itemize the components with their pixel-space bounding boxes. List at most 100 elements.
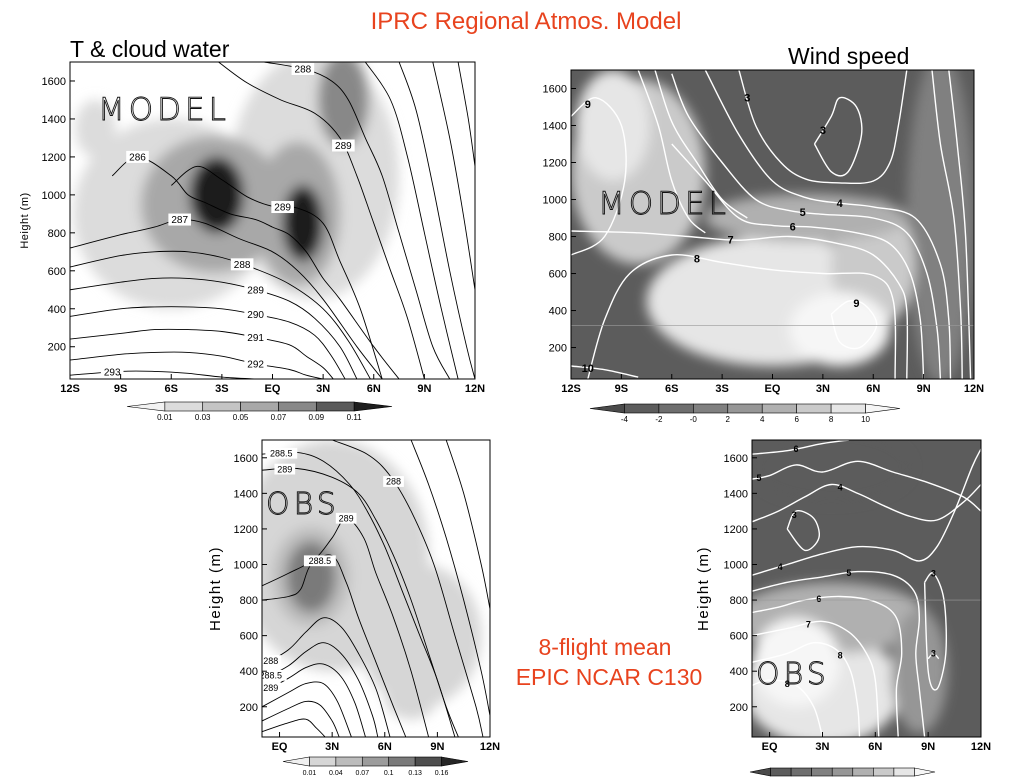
obs-temperature-y-tick-label-6: 1400 xyxy=(234,488,258,500)
obs-temperature-contour-line-8 xyxy=(262,681,352,737)
model-wind-colorbar-swatch-0 xyxy=(589,403,625,414)
model-wind-colorbar-swatch-5 xyxy=(761,403,797,414)
obs-wind-x-tick-label-2: 6N xyxy=(868,741,882,753)
obs-wind-x-tick-label-3: 9N xyxy=(921,741,935,753)
obs-temperature-x-tick-label-1: 3N xyxy=(325,741,339,753)
obs-wind-shade-region-4 xyxy=(752,440,911,503)
model-wind-contour-line-2 xyxy=(671,73,942,379)
model-wind-contour-line-11 xyxy=(654,70,748,219)
model-temperature-contour-line-11 xyxy=(364,62,459,379)
obs-wind-frame xyxy=(751,439,982,738)
obs-wind-contour-label-5: 5 xyxy=(846,568,851,578)
obs-temperature-colorbar-swatch-4 xyxy=(388,756,416,767)
model-wind-colorbar-label-5: 6 xyxy=(794,415,799,424)
model-temperature-colorbar-label-5: 0.11 xyxy=(347,413,363,422)
model-wind-colorbar-label-7: 10 xyxy=(861,415,870,424)
model-wind-x-tick-label-6: 6N xyxy=(866,383,880,395)
model-wind-contour-label-9: 3 xyxy=(820,125,826,137)
obs-wind-contour-label-6: 6 xyxy=(816,594,821,604)
model-wind-contour-label-4: 3 xyxy=(744,93,750,105)
model-temperature-y-tick-label-4: 1000 xyxy=(42,190,66,202)
model-temperature-colorbar-label-0: 0.01 xyxy=(157,413,173,422)
obs-wind-colorbar-swatch-0 xyxy=(749,767,771,777)
model-temperature-colorbar-swatch-6 xyxy=(353,401,393,412)
model-temperature-contour-line-4 xyxy=(70,306,346,379)
obs-temperature-colorbar-label-1: 0.04 xyxy=(329,770,343,777)
obs-temperature-contour-line-11 xyxy=(410,440,490,716)
model-wind-x-tick-label-4: EQ xyxy=(765,383,781,395)
model-wind-colorbar-swatch-7 xyxy=(830,403,866,414)
model-wind-contour-label-6: 9 xyxy=(585,99,591,111)
model-temperature-colorbar-label-4: 0.09 xyxy=(308,413,324,422)
model-wind-contour-line-6 xyxy=(571,97,627,256)
obs-temperature-y-tick-label-7: 1600 xyxy=(234,453,258,465)
model-temperature-contour-label-8: 288 xyxy=(295,65,312,76)
obs-temperature-contour-line-7 xyxy=(262,663,366,737)
model-wind-x-tick-label-2: 6S xyxy=(665,383,678,395)
model-temperature-contour-line-13 xyxy=(432,62,475,290)
model-wind-contour-line-9 xyxy=(813,96,863,177)
obs-wind-contour-line-4 xyxy=(752,448,981,576)
obs-temperature-colorbar-swatch-2 xyxy=(335,756,363,767)
model-temperature-contour-label-bg-2 xyxy=(230,258,254,271)
model-temperature-contour-label-1: 287 xyxy=(171,215,188,226)
model-temperature-contour-label-bg-4 xyxy=(244,308,267,321)
model-temperature-contour-line-1 xyxy=(70,218,383,379)
model-wind-contour-line-3 xyxy=(704,70,952,379)
obs-temperature-contour-label-1: 288 xyxy=(386,477,401,487)
model-wind-colorbar-label-6: 8 xyxy=(829,415,834,424)
obs-wind-contour-label-3: 3 xyxy=(792,510,797,520)
obs-temperature-contour-label-bg-4 xyxy=(303,555,336,567)
model-temperature-contour-label-6: 292 xyxy=(247,359,264,370)
model-temperature-x-tick-label-8: 12N xyxy=(465,383,485,395)
model-temperature-contour-line-12 xyxy=(398,62,475,379)
obs-wind-contour-label-0: 6 xyxy=(794,444,799,454)
obs-wind-colorbar-swatch-5 xyxy=(852,767,874,777)
model-temperature-colorbar-label-1: 0.03 xyxy=(195,413,211,422)
model-wind-y-tick-label-2: 600 xyxy=(549,269,567,281)
obs-temperature-x-tick-label-4: 12N xyxy=(480,741,500,753)
obs-temperature-colorbar-swatch-6 xyxy=(441,756,469,767)
obs-temperature-contour-line-4 xyxy=(262,554,407,737)
obs-temperature-contour-line-9 xyxy=(262,700,340,737)
obs-temperature-contour-line-3 xyxy=(262,517,430,737)
model-temperature-contour-label-7: 293 xyxy=(104,368,121,379)
model-temperature-contour-label-5: 291 xyxy=(247,333,264,344)
obs-temperature-colorbar-label-0: 0.01 xyxy=(303,770,317,777)
obs-wind-colorbar-swatch-7 xyxy=(893,767,915,777)
obs-wind-colorbar-swatch-6 xyxy=(873,767,895,777)
model-temperature-colorbar-swatch-2 xyxy=(202,401,241,412)
obs-wind-shade-region-3 xyxy=(891,608,948,734)
obs-temperature-y-tick-label-4: 1000 xyxy=(234,559,258,571)
model-temperature-panel-label: MODEL xyxy=(98,92,230,128)
obs-wind-y-tick-label-0: 200 xyxy=(730,702,748,714)
obs-wind-contour-line-6 xyxy=(752,595,903,737)
figure-title: IPRC Regional Atmos. Model xyxy=(371,8,682,35)
model-wind-contour-line-1 xyxy=(671,143,925,379)
obs-temperature-colorbar-label-5: 0.16 xyxy=(435,770,449,777)
obs-temperature-x-tick-label-3: 9N xyxy=(430,741,444,753)
model-temperature-contour-line-3 xyxy=(70,277,358,379)
model-wind-y-tick-label-1: 400 xyxy=(549,306,567,318)
obs-temperature-shade-region-3 xyxy=(286,541,336,613)
model-temperature-contour-line-9 xyxy=(218,62,425,379)
model-wind-x-tick-label-1: 9S xyxy=(615,383,628,395)
model-wind-y-tick-label-5: 1200 xyxy=(543,158,567,170)
model-temperature-shade-region-6 xyxy=(318,62,369,148)
model-wind-colorbar-swatch-8 xyxy=(865,403,901,414)
obs-temperature-contour-label-bg-5 xyxy=(262,655,282,666)
model-temperature-y-tick-label-7: 1600 xyxy=(42,76,66,88)
model-temperature-y-tick-label-2: 600 xyxy=(48,266,66,278)
obs-wind-contour-label-11: 3 xyxy=(931,649,936,659)
obs-wind-contour-label-10: 3 xyxy=(931,569,936,579)
obs-wind-y-tick-label-1: 400 xyxy=(730,666,748,678)
obs-temperature-y-tick-label-5: 1200 xyxy=(234,524,258,536)
model-temperature-contour-line-5 xyxy=(70,328,334,379)
model-wind-y-tick-label-7: 1600 xyxy=(543,84,567,96)
model-temperature-x-tick-label-4: EQ xyxy=(265,383,281,395)
obs-temperature-y-tick-label-1: 400 xyxy=(240,666,258,678)
obs-temperature-contour-line-0 xyxy=(262,451,456,737)
model-temperature-y-tick-label-3: 800 xyxy=(48,228,66,240)
